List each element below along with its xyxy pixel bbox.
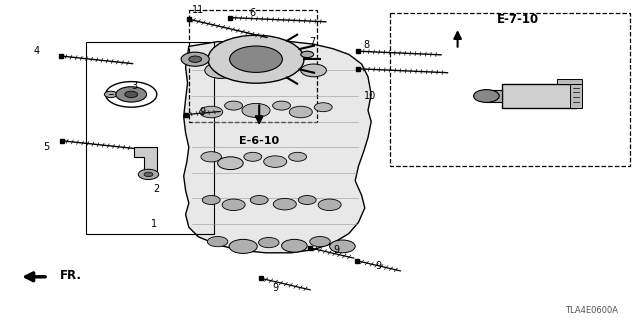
Text: 4: 4 <box>34 46 40 56</box>
Circle shape <box>201 152 221 162</box>
Circle shape <box>474 90 499 102</box>
Text: E-7-10: E-7-10 <box>497 13 540 26</box>
Bar <box>557 79 582 84</box>
Circle shape <box>225 101 243 110</box>
Circle shape <box>106 82 157 107</box>
Text: 9: 9 <box>376 260 382 271</box>
Circle shape <box>259 237 279 248</box>
Circle shape <box>273 198 296 210</box>
Text: 9: 9 <box>272 283 278 293</box>
Circle shape <box>273 101 291 110</box>
Text: 5: 5 <box>43 142 49 152</box>
Text: 7: 7 <box>309 36 316 47</box>
Circle shape <box>301 51 314 58</box>
Circle shape <box>207 236 228 247</box>
Circle shape <box>205 62 237 78</box>
Circle shape <box>242 103 270 117</box>
Circle shape <box>298 196 316 204</box>
Circle shape <box>280 58 303 70</box>
Circle shape <box>208 35 304 83</box>
Circle shape <box>301 64 326 77</box>
Text: 6: 6 <box>250 8 256 18</box>
Circle shape <box>138 169 159 180</box>
Circle shape <box>218 157 243 170</box>
Circle shape <box>181 52 209 66</box>
Circle shape <box>202 196 220 204</box>
Circle shape <box>282 239 307 252</box>
Bar <box>390 13 630 166</box>
Circle shape <box>330 240 355 253</box>
Circle shape <box>200 106 223 118</box>
Circle shape <box>144 172 153 177</box>
Text: 9: 9 <box>200 107 206 117</box>
Circle shape <box>289 106 312 118</box>
Circle shape <box>244 152 262 161</box>
Bar <box>86 42 214 234</box>
Text: 2: 2 <box>154 184 160 194</box>
Bar <box>502 84 576 108</box>
Polygon shape <box>486 90 502 102</box>
Polygon shape <box>134 147 157 171</box>
Circle shape <box>310 236 330 247</box>
Text: 1: 1 <box>150 219 157 229</box>
Bar <box>189 10 317 122</box>
Circle shape <box>125 91 138 98</box>
Text: TLA4E0600A: TLA4E0600A <box>564 306 618 315</box>
Circle shape <box>230 46 282 72</box>
Text: 9: 9 <box>333 244 339 255</box>
Circle shape <box>104 91 117 98</box>
Circle shape <box>116 87 147 102</box>
Circle shape <box>250 196 268 204</box>
Circle shape <box>235 57 258 68</box>
Circle shape <box>252 62 280 76</box>
Circle shape <box>314 103 332 112</box>
Text: 3: 3 <box>131 81 138 92</box>
Text: E-6-10: E-6-10 <box>239 136 279 146</box>
Circle shape <box>189 56 202 62</box>
Text: 10: 10 <box>364 91 376 101</box>
Circle shape <box>289 152 307 161</box>
Circle shape <box>222 199 245 211</box>
Text: FR.: FR. <box>60 269 81 282</box>
Circle shape <box>229 239 257 253</box>
Circle shape <box>214 67 227 74</box>
Circle shape <box>318 199 341 211</box>
Text: 11: 11 <box>192 4 205 15</box>
Text: 8: 8 <box>363 40 369 50</box>
Polygon shape <box>184 41 371 253</box>
Bar <box>570 84 582 108</box>
Circle shape <box>264 156 287 167</box>
